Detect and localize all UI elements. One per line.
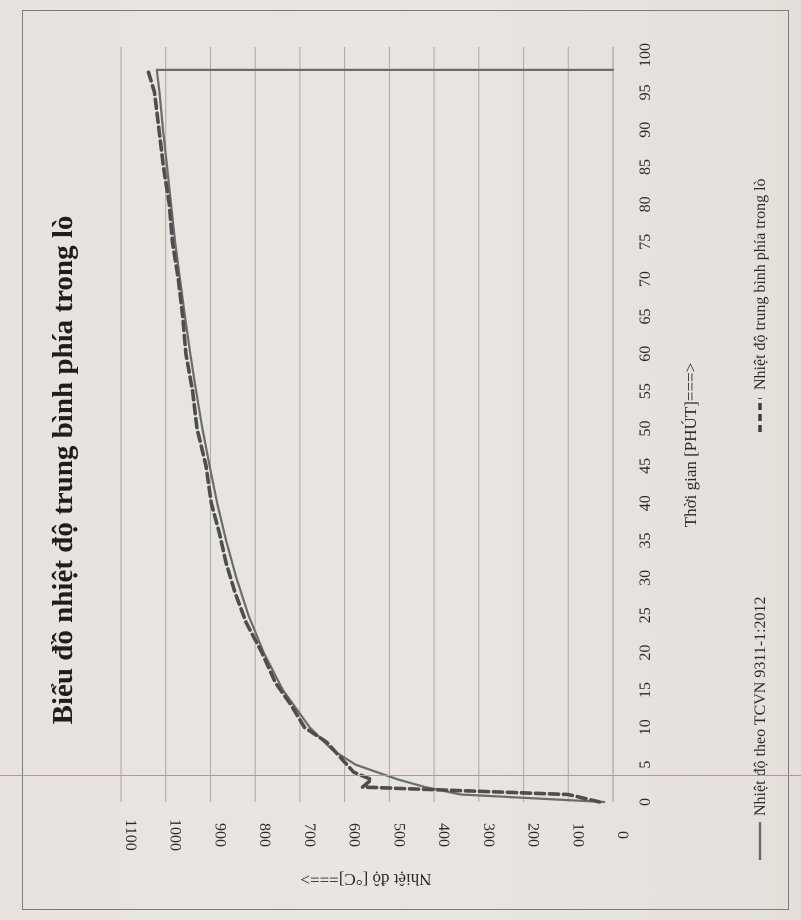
x-tick-label-70: 70: [637, 271, 654, 287]
y-tick-label-1000: 1000: [167, 819, 184, 851]
axis-layer: 0 100 200 300 400 500 600 700 800 900 1000 1100 0 5 10…: [122, 43, 654, 851]
y-tick-label-700: 700: [301, 823, 318, 847]
y-tick-label-600: 600: [346, 823, 363, 847]
x-tick-label-100: 100: [637, 43, 654, 67]
x-tick-label-85: 85: [637, 159, 654, 175]
x-tick-label-50: 50: [637, 421, 654, 437]
chart-title: Biểu đồ nhiệt độ trung bình phía trong l…: [47, 216, 79, 725]
series-standard-line: [155, 68, 615, 804]
x-tick-label-45: 45: [637, 458, 654, 474]
x-tick-label-20: 20: [637, 645, 654, 661]
legend-label-standard: Nhiệt độ theo TCVN 9311-1:2012: [752, 596, 769, 816]
x-tick-label-35: 35: [637, 533, 654, 549]
x-tick-label-0: 0: [637, 798, 654, 806]
series-measured-line: [146, 68, 602, 804]
y-tick-label-100: 100: [569, 823, 586, 847]
x-tick-label-5: 5: [637, 761, 654, 769]
chart-frame: [22, 10, 789, 910]
x-tick-label-55: 55: [637, 383, 654, 399]
y-tick-label-300: 300: [480, 823, 497, 847]
x-tick-label-75: 75: [637, 234, 654, 250]
grid-layer: [120, 47, 569, 802]
y-tick-label-1100: 1100: [122, 819, 139, 850]
x-tick-label-60: 60: [637, 346, 654, 362]
x-tick-label-95: 95: [637, 84, 654, 100]
y-axis-title: Nhiệt độ [°C]===>: [300, 870, 431, 889]
x-tick-label-80: 80: [637, 196, 654, 212]
y-tick-label-800: 800: [256, 823, 273, 847]
x-tick-label-30: 30: [637, 570, 654, 586]
x-tick-label-25: 25: [637, 607, 654, 623]
y-tick-label-900: 900: [211, 823, 228, 847]
scan-guide-line: [0, 775, 801, 776]
x-tick-label-90: 90: [637, 122, 654, 138]
x-axis-title: Thời gian [PHÚT]===>: [681, 363, 700, 527]
legend: Nhiệt độ theo TCVN 9311-1:2012 Nhiệt độ …: [752, 178, 769, 860]
x-tick-label-65: 65: [637, 308, 654, 324]
x-tick-label-15: 15: [637, 682, 654, 698]
x-tick-label-40: 40: [637, 495, 654, 511]
series-layer: [146, 68, 615, 804]
y-tick-label-400: 400: [435, 823, 452, 847]
y-tick-label-200: 200: [525, 823, 542, 847]
y-tick-label-0: 0: [614, 831, 631, 839]
x-tick-label-10: 10: [637, 719, 654, 735]
y-tick-label-500: 500: [390, 823, 407, 847]
legend-label-measured: Nhiệt độ trung bình phía trong lò: [752, 178, 769, 390]
